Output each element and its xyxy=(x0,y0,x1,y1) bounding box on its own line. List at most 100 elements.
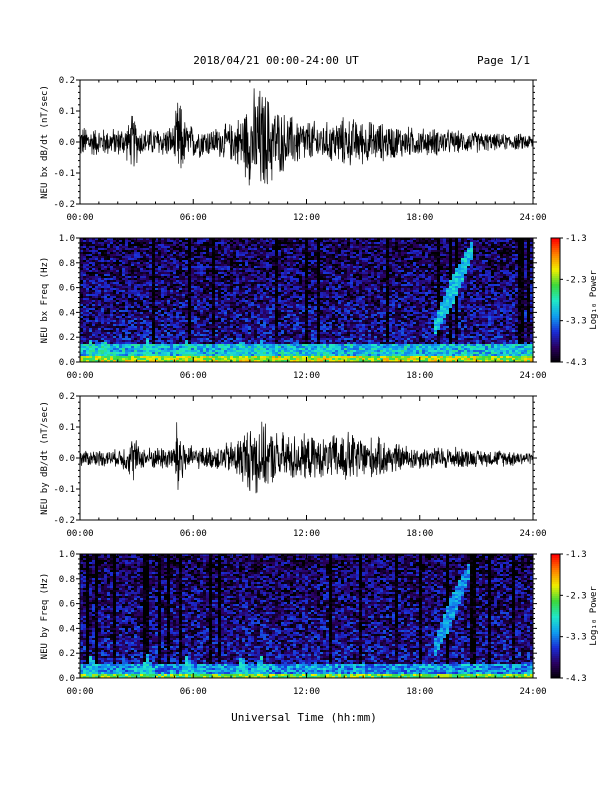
bx-freq-cell xyxy=(125,254,128,256)
bx-freq-cell xyxy=(122,258,125,260)
bx-freq-cell xyxy=(104,304,107,306)
bx-freq-cell xyxy=(254,276,257,278)
bx-freq-cell xyxy=(263,358,266,360)
bx-freq-cell xyxy=(203,298,206,300)
bx-freq-cell xyxy=(278,278,281,280)
bx-freq-cell xyxy=(236,332,239,334)
bx-freq-cell xyxy=(215,316,218,318)
bx-freq-cell xyxy=(206,312,209,314)
bx-freq-cell xyxy=(176,314,179,316)
bx-freq-cell xyxy=(101,346,104,348)
bx-freq-cell xyxy=(281,332,284,334)
bx-freq-cell xyxy=(224,246,227,248)
bx-freq-cell xyxy=(155,316,158,318)
bx-freq-cell xyxy=(134,294,137,296)
bx-freq-cell xyxy=(254,248,257,250)
bx-freq-cell xyxy=(197,342,200,344)
bx-freq-cell xyxy=(188,268,191,270)
bx-freq-cell xyxy=(239,350,242,352)
bx-freq-cell xyxy=(158,276,161,278)
bx-freq-cell xyxy=(161,316,164,318)
bx-freq-cell xyxy=(212,274,215,276)
bx-freq-cell xyxy=(299,274,302,276)
bx-freq-cell xyxy=(248,282,251,284)
bx-freq-cell xyxy=(209,272,212,274)
bx-freq-cell xyxy=(257,282,260,284)
bx-freq-cell xyxy=(281,348,284,350)
bx-freq-cell xyxy=(173,324,176,326)
bx-freq-cell xyxy=(134,272,137,274)
bx-freq-cell xyxy=(173,298,176,300)
bx-freq-cell xyxy=(191,296,194,298)
bx-freq-cell xyxy=(227,242,230,244)
bx-freq-cell xyxy=(245,282,248,284)
bx-freq-cell xyxy=(113,306,116,308)
bx-freq-cell xyxy=(272,344,275,346)
bx-freq-cell xyxy=(230,248,233,250)
bx-freq-cell xyxy=(278,340,281,342)
bx-freq-cell xyxy=(176,280,179,282)
bx-freq-cell xyxy=(206,278,209,280)
bx-freq-cell xyxy=(224,332,227,334)
bx-freq-cell xyxy=(182,278,185,280)
bx-freq-cell xyxy=(185,252,188,254)
bx-freq-cell xyxy=(122,344,125,346)
bx-freq-cell xyxy=(302,328,305,330)
bx-freq-cell xyxy=(161,302,164,304)
bx-freq-cell xyxy=(254,266,257,268)
bx-freq-cell xyxy=(287,250,290,252)
bx-freq-cell xyxy=(188,256,191,258)
bx-freq-cell xyxy=(245,270,248,272)
bx-freq-cell xyxy=(284,292,287,294)
bx-freq-cell xyxy=(182,324,185,326)
bx-freq-cell xyxy=(134,334,137,336)
bx-freq-cell xyxy=(125,304,128,306)
bx-freq-cell xyxy=(275,278,278,280)
bx-freq-cell xyxy=(122,340,125,342)
bx-freq-cell xyxy=(161,282,164,284)
bx-freq-cell xyxy=(239,338,242,340)
bx-freq-cell xyxy=(230,354,233,356)
bx-freq-cell xyxy=(200,250,203,252)
bx-freq-cell xyxy=(122,326,125,328)
bx-freq-cell xyxy=(146,308,149,310)
bx-freq-cell xyxy=(92,264,95,266)
bx-freq-cell xyxy=(125,250,128,252)
bx-freq-cell xyxy=(188,342,191,344)
bx-freq-cell xyxy=(161,260,164,262)
bx-freq-cell xyxy=(257,350,260,352)
bx-freq-cell xyxy=(281,272,284,274)
bx-freq-cell xyxy=(296,322,299,324)
bx-freq-cell xyxy=(143,268,146,270)
bx-freq-cell xyxy=(224,282,227,284)
bx-freq-cell xyxy=(194,326,197,328)
bx-freq-cell xyxy=(89,340,92,342)
bx-freq-cell xyxy=(89,278,92,280)
bx-freq-cell xyxy=(104,332,107,334)
bx-freq-cell xyxy=(218,320,221,322)
bx-freq-cell xyxy=(239,280,242,282)
bx-freq-cell xyxy=(245,308,248,310)
bx-freq-cell xyxy=(188,314,191,316)
bx-freq-cell xyxy=(272,298,275,300)
bx-freq-cell xyxy=(242,324,245,326)
bx-freq-cell xyxy=(188,288,191,290)
bx-freq-cell xyxy=(296,256,299,258)
bx-freq-cell xyxy=(284,356,287,358)
bx-freq-cell xyxy=(119,330,122,332)
bx-freq-cell xyxy=(236,286,239,288)
bx-freq-cell xyxy=(209,244,212,246)
bx-freq-cell xyxy=(128,290,131,292)
bx-freq-cell xyxy=(101,314,104,316)
bx-freq-cell xyxy=(92,338,95,340)
bx-freq-cell xyxy=(140,298,143,300)
bx-freq-cell xyxy=(101,344,104,346)
bx-freq-cell xyxy=(101,352,104,354)
bx-freq-cell xyxy=(116,272,119,274)
bx-freq-cell xyxy=(302,324,305,326)
bx-freq-cell xyxy=(254,326,257,328)
bx-freq-cell xyxy=(260,348,263,350)
bx-freq-cell xyxy=(149,334,152,336)
bx-freq-cell xyxy=(302,266,305,268)
bx-freq-cell xyxy=(203,260,206,262)
